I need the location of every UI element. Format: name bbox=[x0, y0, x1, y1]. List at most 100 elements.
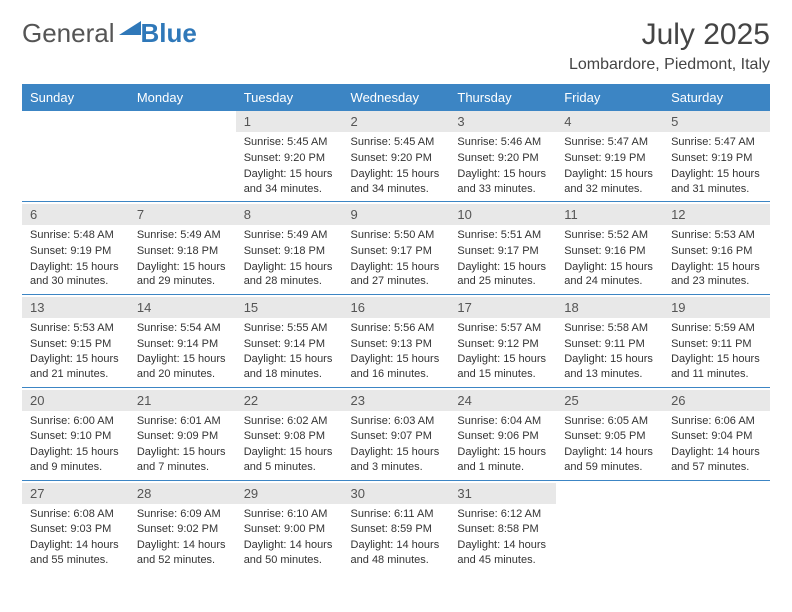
sunrise-text: Sunrise: 6:09 AM bbox=[137, 507, 228, 522]
day-details: Sunrise: 5:47 AMSunset: 9:19 PMDaylight:… bbox=[663, 132, 770, 201]
sunset-text: Sunset: 9:07 PM bbox=[351, 429, 442, 444]
sunset-text: Sunset: 8:59 PM bbox=[351, 522, 442, 537]
day-details: Sunrise: 5:53 AMSunset: 9:15 PMDaylight:… bbox=[22, 318, 129, 387]
calendar-cell bbox=[556, 483, 663, 573]
sunset-text: Sunset: 9:16 PM bbox=[564, 244, 655, 259]
calendar-body: 1Sunrise: 5:45 AMSunset: 9:20 PMDaylight… bbox=[22, 111, 770, 573]
daylight-text: Daylight: 14 hours and 50 minutes. bbox=[244, 538, 335, 568]
calendar-cell: 24Sunrise: 6:04 AMSunset: 9:06 PMDayligh… bbox=[449, 390, 556, 481]
daylight-text: Daylight: 14 hours and 57 minutes. bbox=[671, 445, 762, 475]
daylight-text: Daylight: 15 hours and 16 minutes. bbox=[351, 352, 442, 382]
sunset-text: Sunset: 9:05 PM bbox=[564, 429, 655, 444]
calendar-cell: 8Sunrise: 5:49 AMSunset: 9:18 PMDaylight… bbox=[236, 204, 343, 295]
calendar-cell: 7Sunrise: 5:49 AMSunset: 9:18 PMDaylight… bbox=[129, 204, 236, 295]
day-number: 14 bbox=[129, 297, 236, 318]
sunset-text: Sunset: 9:02 PM bbox=[137, 522, 228, 537]
sunrise-text: Sunrise: 6:03 AM bbox=[351, 414, 442, 429]
header: General Blue July 2025 Lombardore, Piedm… bbox=[22, 18, 770, 74]
sunset-text: Sunset: 9:20 PM bbox=[351, 151, 442, 166]
logo-triangle-icon bbox=[119, 21, 141, 35]
calendar-cell: 16Sunrise: 5:56 AMSunset: 9:13 PMDayligh… bbox=[343, 297, 450, 388]
calendar-cell: 27Sunrise: 6:08 AMSunset: 9:03 PMDayligh… bbox=[22, 483, 129, 573]
daylight-text: Daylight: 15 hours and 34 minutes. bbox=[351, 167, 442, 197]
daylight-text: Daylight: 15 hours and 7 minutes. bbox=[137, 445, 228, 475]
daylight-text: Daylight: 15 hours and 18 minutes. bbox=[244, 352, 335, 382]
weekday-saturday: Saturday bbox=[663, 84, 770, 111]
sunrise-text: Sunrise: 5:50 AM bbox=[351, 228, 442, 243]
sunrise-text: Sunrise: 5:52 AM bbox=[564, 228, 655, 243]
daylight-text: Daylight: 15 hours and 1 minute. bbox=[457, 445, 548, 475]
calendar-cell: 19Sunrise: 5:59 AMSunset: 9:11 PMDayligh… bbox=[663, 297, 770, 388]
weekday-friday: Friday bbox=[556, 84, 663, 111]
sunset-text: Sunset: 9:20 PM bbox=[244, 151, 335, 166]
day-details: Sunrise: 6:03 AMSunset: 9:07 PMDaylight:… bbox=[343, 411, 450, 480]
sunrise-text: Sunrise: 5:57 AM bbox=[457, 321, 548, 336]
sunrise-text: Sunrise: 5:55 AM bbox=[244, 321, 335, 336]
weekday-sunday: Sunday bbox=[22, 84, 129, 111]
sunrise-text: Sunrise: 5:59 AM bbox=[671, 321, 762, 336]
sunrise-text: Sunrise: 6:10 AM bbox=[244, 507, 335, 522]
day-number: 5 bbox=[663, 111, 770, 132]
day-number: 21 bbox=[129, 390, 236, 411]
day-details: Sunrise: 6:12 AMSunset: 8:58 PMDaylight:… bbox=[449, 504, 556, 573]
daylight-text: Daylight: 15 hours and 32 minutes. bbox=[564, 167, 655, 197]
sunrise-text: Sunrise: 6:05 AM bbox=[564, 414, 655, 429]
day-number: 11 bbox=[556, 204, 663, 225]
sunset-text: Sunset: 9:00 PM bbox=[244, 522, 335, 537]
day-number: 12 bbox=[663, 204, 770, 225]
day-number: 22 bbox=[236, 390, 343, 411]
calendar-cell: 15Sunrise: 5:55 AMSunset: 9:14 PMDayligh… bbox=[236, 297, 343, 388]
sunrise-text: Sunrise: 5:54 AM bbox=[137, 321, 228, 336]
sunset-text: Sunset: 9:19 PM bbox=[30, 244, 121, 259]
day-number: 13 bbox=[22, 297, 129, 318]
month-title: July 2025 bbox=[569, 18, 770, 52]
logo-text-general: General bbox=[22, 18, 115, 49]
daylight-text: Daylight: 14 hours and 55 minutes. bbox=[30, 538, 121, 568]
day-details: Sunrise: 6:10 AMSunset: 9:00 PMDaylight:… bbox=[236, 504, 343, 573]
calendar-cell: 1Sunrise: 5:45 AMSunset: 9:20 PMDaylight… bbox=[236, 111, 343, 202]
day-number: 1 bbox=[236, 111, 343, 132]
title-block: July 2025 Lombardore, Piedmont, Italy bbox=[569, 18, 770, 74]
sunrise-text: Sunrise: 5:47 AM bbox=[671, 135, 762, 150]
daylight-text: Daylight: 14 hours and 52 minutes. bbox=[137, 538, 228, 568]
calendar-cell: 20Sunrise: 6:00 AMSunset: 9:10 PMDayligh… bbox=[22, 390, 129, 481]
daylight-text: Daylight: 15 hours and 23 minutes. bbox=[671, 260, 762, 290]
sunrise-text: Sunrise: 5:56 AM bbox=[351, 321, 442, 336]
location: Lombardore, Piedmont, Italy bbox=[569, 56, 770, 74]
daylight-text: Daylight: 15 hours and 28 minutes. bbox=[244, 260, 335, 290]
day-details: Sunrise: 5:49 AMSunset: 9:18 PMDaylight:… bbox=[236, 225, 343, 294]
weekday-tuesday: Tuesday bbox=[236, 84, 343, 111]
calendar-cell bbox=[22, 111, 129, 202]
day-number: 27 bbox=[22, 483, 129, 504]
day-number: 24 bbox=[449, 390, 556, 411]
daylight-text: Daylight: 15 hours and 33 minutes. bbox=[457, 167, 548, 197]
day-number: 2 bbox=[343, 111, 450, 132]
day-number: 4 bbox=[556, 111, 663, 132]
day-number: 17 bbox=[449, 297, 556, 318]
calendar-cell: 26Sunrise: 6:06 AMSunset: 9:04 PMDayligh… bbox=[663, 390, 770, 481]
day-details: Sunrise: 5:51 AMSunset: 9:17 PMDaylight:… bbox=[449, 225, 556, 294]
daylight-text: Daylight: 15 hours and 11 minutes. bbox=[671, 352, 762, 382]
sunset-text: Sunset: 9:10 PM bbox=[30, 429, 121, 444]
sunset-text: Sunset: 9:14 PM bbox=[244, 337, 335, 352]
day-number: 10 bbox=[449, 204, 556, 225]
daylight-text: Daylight: 15 hours and 25 minutes. bbox=[457, 260, 548, 290]
calendar-cell: 14Sunrise: 5:54 AMSunset: 9:14 PMDayligh… bbox=[129, 297, 236, 388]
calendar-table: Sunday Monday Tuesday Wednesday Thursday… bbox=[22, 84, 770, 573]
day-details: Sunrise: 5:50 AMSunset: 9:17 PMDaylight:… bbox=[343, 225, 450, 294]
calendar-cell: 5Sunrise: 5:47 AMSunset: 9:19 PMDaylight… bbox=[663, 111, 770, 202]
sunset-text: Sunset: 9:14 PM bbox=[137, 337, 228, 352]
day-details: Sunrise: 6:01 AMSunset: 9:09 PMDaylight:… bbox=[129, 411, 236, 480]
sunset-text: Sunset: 9:17 PM bbox=[351, 244, 442, 259]
sunset-text: Sunset: 9:18 PM bbox=[137, 244, 228, 259]
daylight-text: Daylight: 15 hours and 34 minutes. bbox=[244, 167, 335, 197]
day-details: Sunrise: 5:45 AMSunset: 9:20 PMDaylight:… bbox=[343, 132, 450, 201]
day-details: Sunrise: 6:08 AMSunset: 9:03 PMDaylight:… bbox=[22, 504, 129, 573]
calendar-row: 27Sunrise: 6:08 AMSunset: 9:03 PMDayligh… bbox=[22, 483, 770, 573]
sunrise-text: Sunrise: 6:06 AM bbox=[671, 414, 762, 429]
calendar-row: 6Sunrise: 5:48 AMSunset: 9:19 PMDaylight… bbox=[22, 204, 770, 295]
calendar-cell bbox=[129, 111, 236, 202]
day-details: Sunrise: 5:47 AMSunset: 9:19 PMDaylight:… bbox=[556, 132, 663, 201]
logo-text-blue: Blue bbox=[141, 18, 197, 49]
day-details: Sunrise: 6:06 AMSunset: 9:04 PMDaylight:… bbox=[663, 411, 770, 480]
